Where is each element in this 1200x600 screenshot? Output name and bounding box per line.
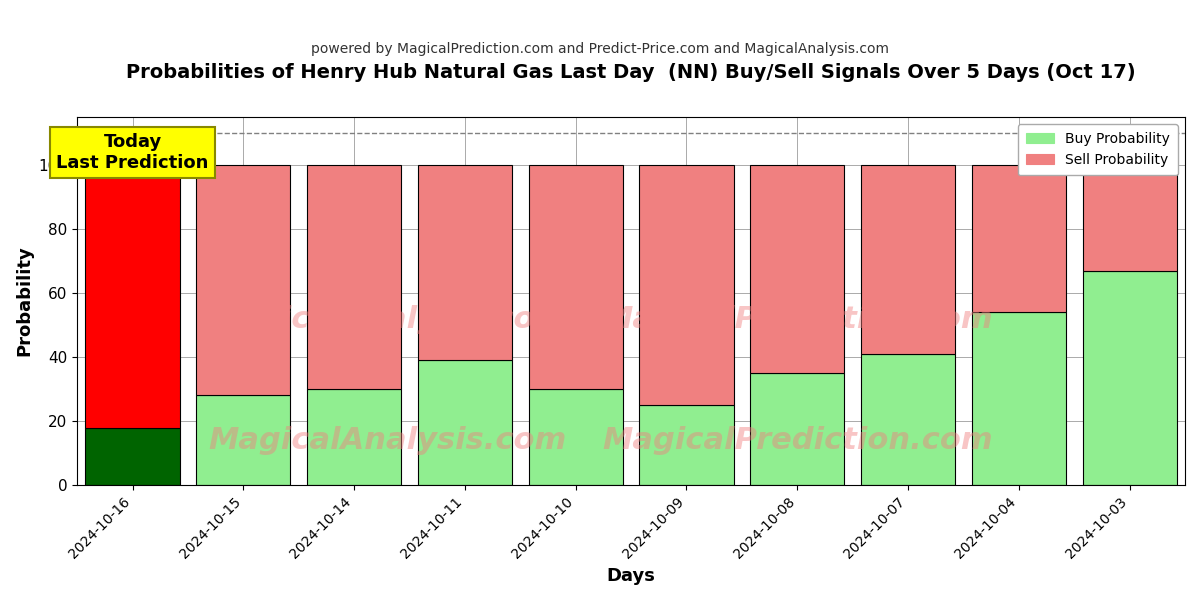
Bar <box>529 165 623 389</box>
Bar <box>529 389 623 485</box>
Bar <box>860 354 955 485</box>
Text: powered by MagicalPrediction.com and Predict-Price.com and MagicalAnalysis.com: powered by MagicalPrediction.com and Pre… <box>311 42 889 56</box>
Bar <box>85 428 180 485</box>
Bar <box>1082 271 1177 485</box>
Legend: Buy Probability, Sell Probability: Buy Probability, Sell Probability <box>1018 124 1178 175</box>
Text: MagicalPrediction.com: MagicalPrediction.com <box>602 305 992 334</box>
Bar <box>418 165 512 360</box>
Y-axis label: Probability: Probability <box>14 245 32 356</box>
Bar <box>197 165 290 395</box>
Title: Probabilities of Henry Hub Natural Gas Last Day  (NN) Buy/Sell Signals Over 5 Da: Probabilities of Henry Hub Natural Gas L… <box>126 63 1136 82</box>
Bar <box>860 165 955 354</box>
Bar <box>197 395 290 485</box>
Bar <box>418 360 512 485</box>
Bar <box>307 165 401 389</box>
Bar <box>640 405 733 485</box>
Text: MagicalAnalysis.com: MagicalAnalysis.com <box>209 427 566 455</box>
Text: Today
Last Prediction: Today Last Prediction <box>56 133 209 172</box>
Bar <box>972 165 1066 312</box>
Bar <box>307 389 401 485</box>
Text: MagicalPrediction.com: MagicalPrediction.com <box>602 427 992 455</box>
Bar <box>1082 165 1177 271</box>
Bar <box>640 165 733 405</box>
Bar <box>750 373 845 485</box>
X-axis label: Days: Days <box>607 567 655 585</box>
Bar <box>750 165 845 373</box>
Text: MagicalAnalysis.com: MagicalAnalysis.com <box>209 305 566 334</box>
Bar <box>972 312 1066 485</box>
Bar <box>85 165 180 428</box>
